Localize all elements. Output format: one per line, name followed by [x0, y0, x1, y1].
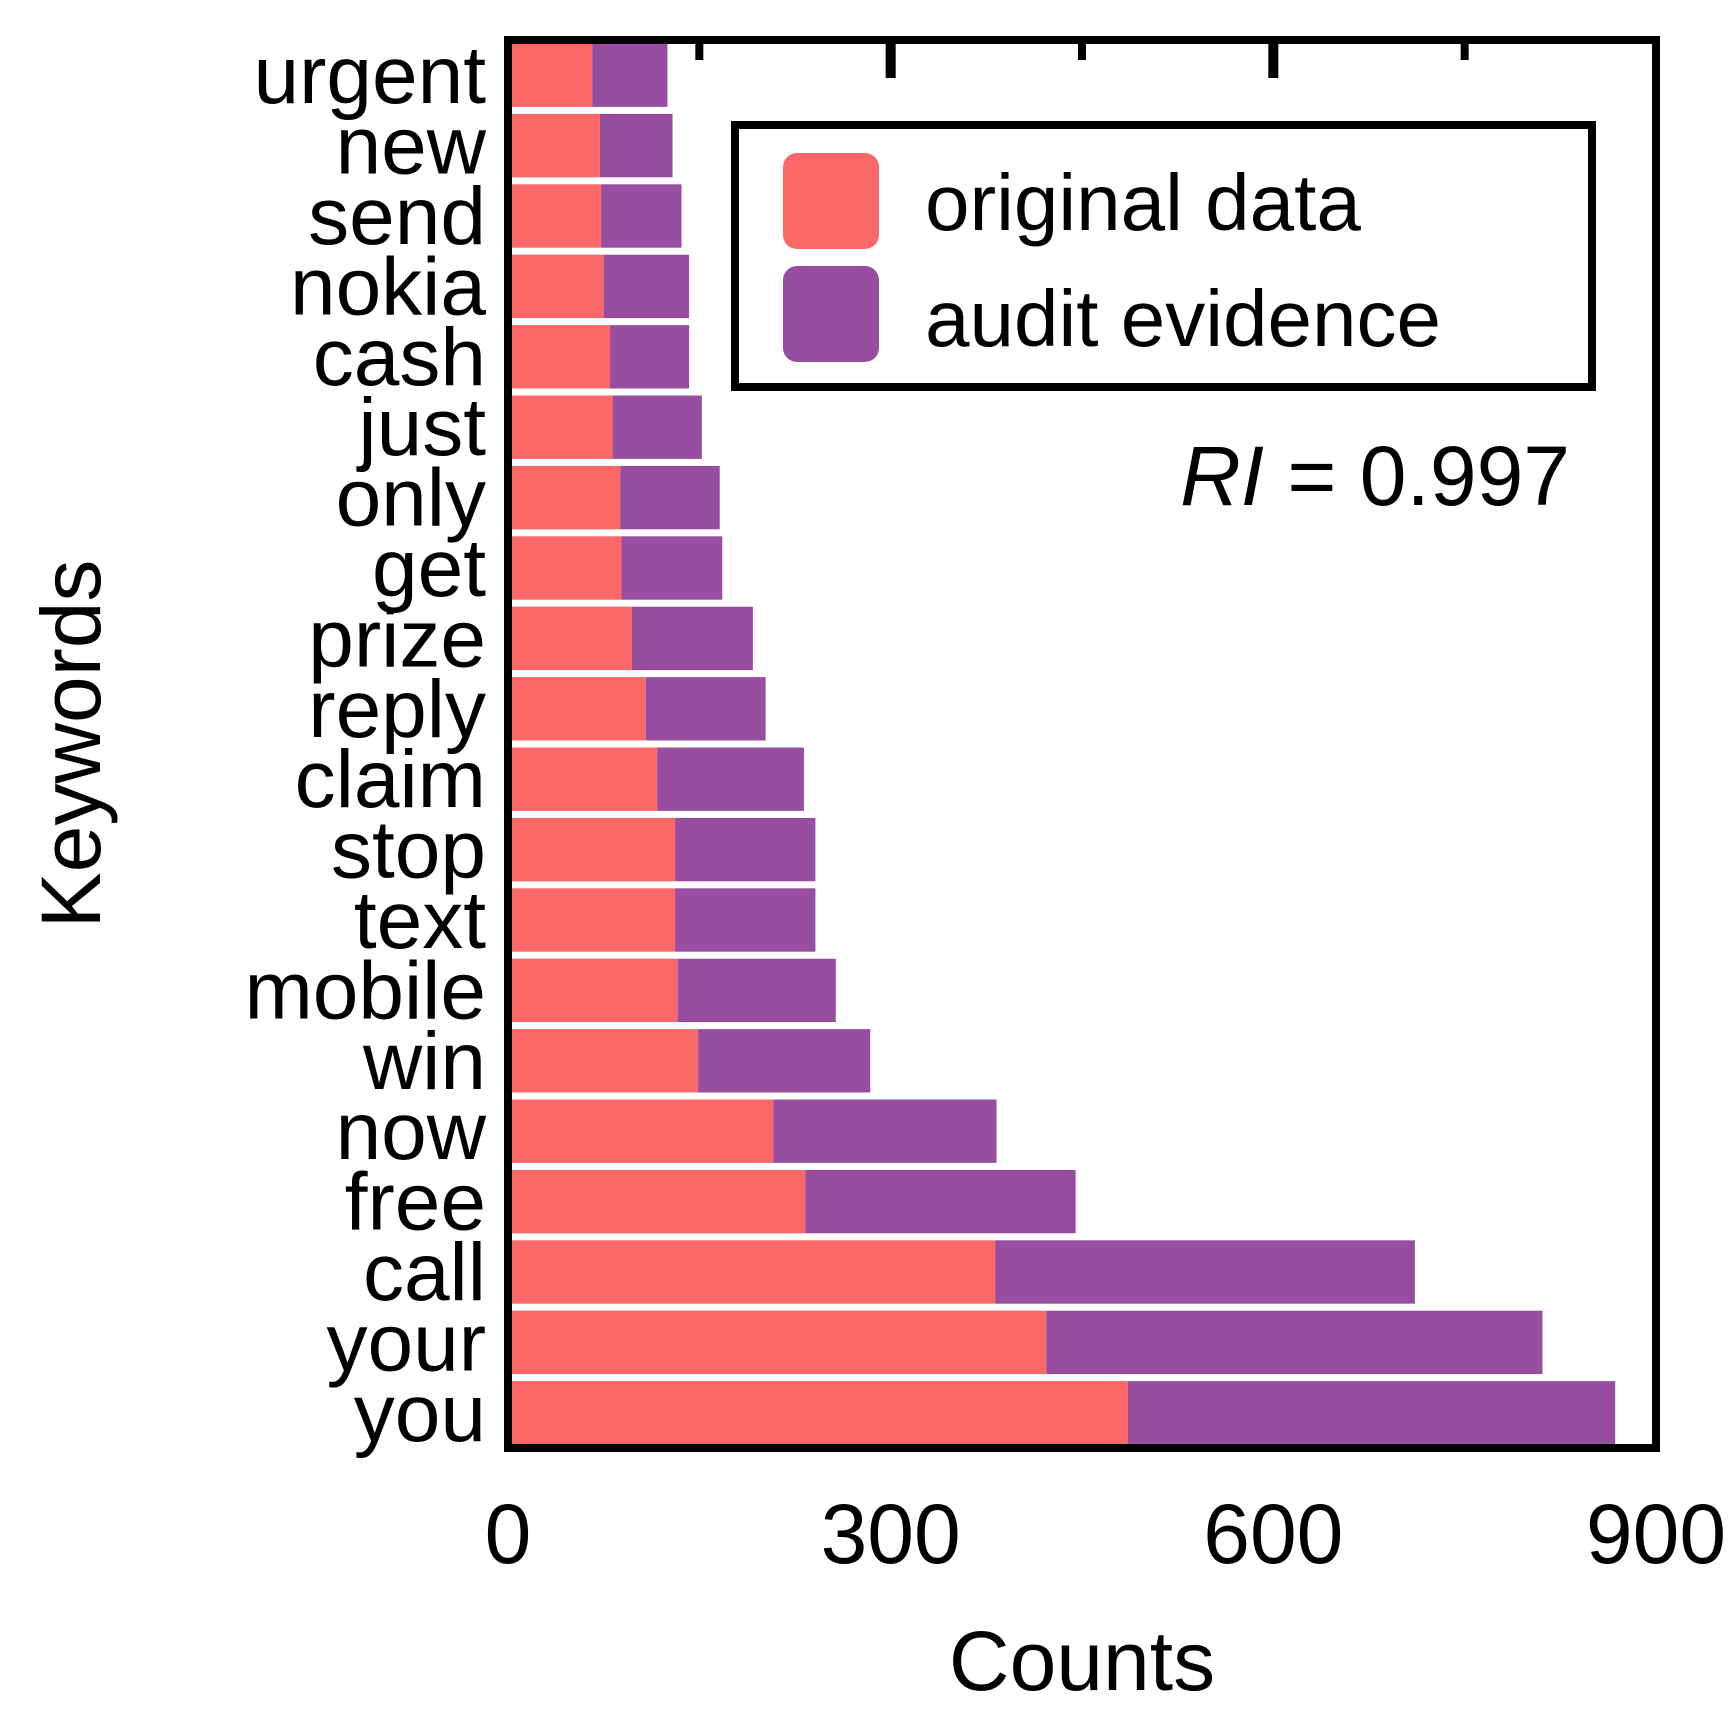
bar-call-original-data [508, 1240, 996, 1304]
bar-nokia-original-data [508, 254, 604, 319]
bar-prize-original-data [508, 606, 632, 671]
legend-label-audit-evidence: audit evidence [925, 274, 1441, 363]
bar-get-audit-evidence [621, 536, 723, 600]
bar-now-audit-evidence [773, 1099, 997, 1163]
bar-claim-audit-evidence [657, 747, 804, 811]
bar-free-audit-evidence [805, 1169, 1076, 1234]
category-label-free: free [345, 1157, 486, 1248]
bar-you-original-data [508, 1381, 1128, 1445]
category-label-now: now [336, 1086, 487, 1177]
bar-send-original-data [508, 184, 602, 248]
plot-frame [504, 36, 1660, 1452]
ri-symbol: RI [1180, 429, 1264, 523]
bar-mobile-original-data [508, 958, 678, 1023]
bar-stop-original-data [508, 817, 676, 882]
category-label-nokia: nokia [290, 241, 486, 332]
bar-now-original-data [508, 1099, 774, 1163]
bar-just-audit-evidence [612, 395, 702, 459]
category-label-your: your [326, 1297, 486, 1388]
category-label-call: call [363, 1227, 486, 1318]
x-tick-label-900: 900 [1586, 1487, 1726, 1581]
legend-swatch-original-data [783, 153, 879, 249]
ri-annotation: RI = 0.997 [1180, 429, 1570, 523]
category-label-claim: claim [295, 734, 486, 825]
category-label-prize: prize [308, 593, 486, 684]
bar-new-original-data [508, 113, 600, 178]
y-axis-title: Keywords [24, 560, 118, 929]
bar-just-original-data [508, 395, 613, 459]
bar-get-original-data [508, 536, 622, 600]
bar-your-original-data [508, 1310, 1047, 1375]
category-label-mobile: mobile [244, 945, 486, 1036]
category-label-send: send [308, 171, 486, 262]
category-label-only: only [336, 453, 486, 544]
x-tick-label-600: 600 [1203, 1487, 1343, 1581]
ri-value: = 0.997 [1264, 429, 1570, 523]
category-label-cash: cash [313, 312, 486, 403]
bar-free-original-data [508, 1169, 806, 1234]
bar-your-audit-evidence [1046, 1310, 1543, 1375]
category-labels: urgentnewsendnokiacashjustonlygetprizere… [244, 30, 486, 1459]
bar-stop-audit-evidence [675, 817, 816, 882]
bar-call-audit-evidence [995, 1240, 1415, 1304]
category-label-win: win [362, 1016, 486, 1107]
bar-urgent-original-data [508, 43, 593, 107]
bar-prize-audit-evidence [631, 606, 753, 671]
bar-cash-audit-evidence [610, 325, 690, 389]
bar-mobile-audit-evidence [677, 958, 836, 1023]
category-label-new: new [336, 101, 487, 192]
bar-win-original-data [508, 1029, 699, 1093]
bar-only-original-data [508, 465, 621, 530]
bar-reply-audit-evidence [645, 677, 766, 741]
category-label-reply: reply [308, 664, 486, 755]
bars-layer [508, 43, 1616, 1445]
category-label-you: you [354, 1368, 486, 1459]
bar-text-original-data [508, 888, 676, 952]
bar-only-audit-evidence [620, 465, 720, 530]
category-label-urgent: urgent [253, 30, 486, 121]
category-label-get: get [372, 523, 486, 614]
x-tick-label-0: 0 [485, 1487, 532, 1581]
bar-text-audit-evidence [675, 888, 816, 952]
bar-cash-original-data [508, 325, 611, 389]
legend-label-original-data: original data [925, 158, 1361, 247]
bar-you-audit-evidence [1127, 1381, 1616, 1445]
category-label-stop: stop [331, 805, 486, 896]
x-axis-title: Counts [949, 1614, 1215, 1708]
bar-reply-original-data [508, 677, 646, 741]
bar-claim-original-data [508, 747, 658, 811]
legend: original data audit evidence [731, 121, 1596, 391]
x-axis-ticks: 0 300 600 900 [485, 40, 1726, 1581]
category-label-text: text [354, 875, 486, 966]
bar-urgent-audit-evidence [592, 43, 668, 107]
category-label-just: just [356, 382, 486, 473]
x-tick-label-300: 300 [821, 1487, 961, 1581]
bar-win-audit-evidence [698, 1029, 871, 1093]
legend-swatch-audit-evidence [783, 266, 879, 362]
bar-nokia-audit-evidence [603, 254, 690, 319]
bar-new-audit-evidence [599, 113, 673, 178]
bar-send-audit-evidence [601, 184, 682, 248]
